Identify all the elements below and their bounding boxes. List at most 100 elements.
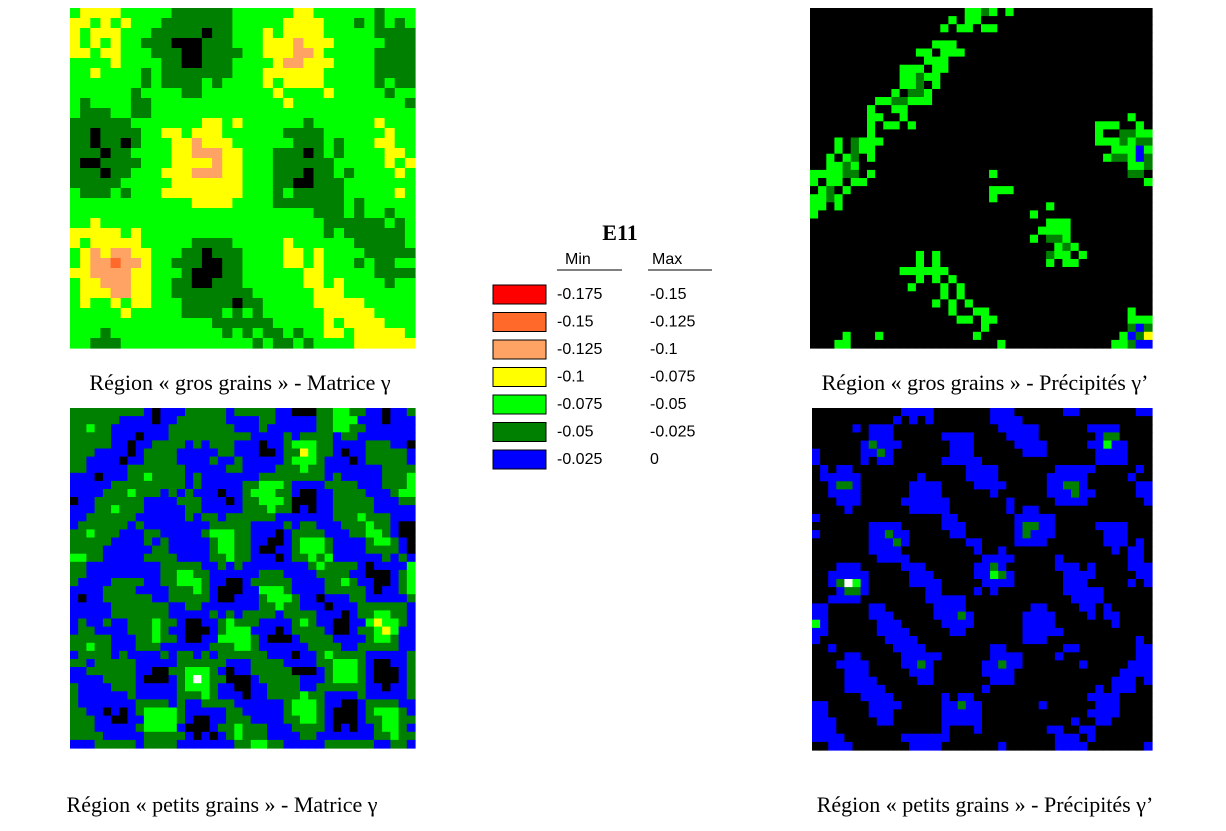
map-cell bbox=[70, 158, 81, 169]
map-cell bbox=[989, 283, 998, 292]
map-cell bbox=[844, 538, 854, 547]
map-cell bbox=[300, 691, 309, 700]
map-cell bbox=[883, 97, 892, 106]
map-cell bbox=[394, 48, 406, 59]
map-cell bbox=[316, 699, 326, 709]
map-cell bbox=[382, 416, 391, 425]
map-cell bbox=[100, 98, 112, 109]
map-cell bbox=[842, 315, 852, 325]
map-cell bbox=[997, 315, 1006, 325]
map-cell bbox=[332, 505, 342, 514]
map-cell bbox=[818, 267, 827, 276]
map-cell bbox=[222, 148, 233, 159]
map-cell bbox=[275, 723, 285, 733]
map-cell bbox=[858, 259, 868, 268]
map-cell bbox=[143, 699, 153, 709]
map-cell bbox=[80, 298, 91, 309]
map-cell bbox=[283, 188, 294, 199]
map-cell bbox=[94, 464, 104, 474]
map-cell bbox=[826, 80, 835, 90]
map-cell bbox=[1029, 315, 1039, 325]
map-cell bbox=[262, 68, 274, 79]
map-cell bbox=[812, 505, 821, 515]
map-cell bbox=[217, 513, 227, 522]
map-cell bbox=[1054, 137, 1063, 147]
map-cell bbox=[868, 497, 878, 507]
map-cell bbox=[357, 602, 367, 611]
map-cell bbox=[333, 18, 345, 29]
map-cell bbox=[964, 331, 974, 341]
map-cell bbox=[341, 699, 350, 709]
map-cell bbox=[924, 72, 933, 82]
map-cell bbox=[161, 168, 172, 179]
map-cell bbox=[313, 198, 325, 209]
map-cell bbox=[1078, 32, 1088, 41]
map-cell bbox=[143, 472, 153, 482]
map-cell bbox=[940, 283, 949, 292]
map-cell bbox=[964, 218, 974, 228]
map-cell bbox=[384, 288, 396, 299]
map-cell bbox=[1062, 169, 1072, 179]
map-cell bbox=[818, 283, 827, 292]
map-cell bbox=[111, 691, 120, 700]
map-cell bbox=[1127, 234, 1137, 244]
map-cell bbox=[810, 323, 819, 333]
map-cell bbox=[258, 505, 268, 514]
map-cell bbox=[308, 408, 317, 417]
map-cell bbox=[111, 659, 120, 668]
map-cell bbox=[354, 278, 365, 289]
map-cell bbox=[828, 684, 837, 694]
map-cell bbox=[858, 307, 868, 317]
map-cell bbox=[924, 40, 933, 50]
map-cell bbox=[181, 118, 193, 129]
map-cell bbox=[267, 464, 276, 474]
map-cell bbox=[111, 432, 120, 441]
map-cell bbox=[907, 113, 917, 122]
map-cell bbox=[820, 644, 829, 653]
map-cell bbox=[333, 28, 345, 39]
map-cell bbox=[1005, 105, 1015, 114]
map-cell bbox=[275, 650, 285, 660]
map-cell bbox=[70, 642, 79, 652]
map-cell bbox=[258, 440, 268, 450]
map-cell bbox=[119, 715, 129, 725]
map-cell bbox=[850, 40, 860, 50]
map-cell bbox=[818, 331, 827, 341]
map-cell bbox=[1111, 178, 1120, 187]
map-cell bbox=[394, 58, 406, 69]
map-cell bbox=[836, 741, 845, 751]
map-cell bbox=[1021, 339, 1031, 349]
map-cell bbox=[151, 98, 162, 109]
map-cell bbox=[332, 408, 342, 417]
map-cell bbox=[143, 497, 153, 506]
map-cell bbox=[1143, 234, 1153, 244]
map-cell bbox=[956, 291, 966, 300]
map-cell bbox=[374, 38, 386, 49]
map-cell bbox=[152, 448, 161, 458]
map-cell bbox=[404, 18, 416, 29]
map-cell bbox=[341, 650, 350, 660]
map-cell bbox=[1054, 121, 1063, 130]
map-cell bbox=[373, 537, 383, 547]
map-cell bbox=[972, 331, 982, 341]
map-cell bbox=[810, 307, 819, 317]
map-cell bbox=[948, 64, 958, 74]
map-cell bbox=[201, 98, 213, 109]
map-cell bbox=[810, 32, 819, 41]
map-cell bbox=[130, 328, 142, 339]
map-cell bbox=[883, 145, 892, 155]
map-cell bbox=[1127, 210, 1137, 220]
map-cell bbox=[404, 48, 416, 59]
map-cell bbox=[232, 258, 244, 269]
map-cell bbox=[1054, 218, 1063, 228]
map-cell bbox=[316, 521, 326, 530]
map-cell bbox=[915, 8, 925, 17]
map-cell bbox=[267, 667, 276, 676]
map-cell bbox=[1029, 291, 1039, 300]
map-cell bbox=[70, 594, 79, 603]
map-cell bbox=[176, 561, 186, 571]
map-cell bbox=[394, 108, 406, 119]
map-cell bbox=[120, 178, 132, 189]
map-cell bbox=[300, 513, 309, 522]
map-cell bbox=[860, 456, 870, 466]
